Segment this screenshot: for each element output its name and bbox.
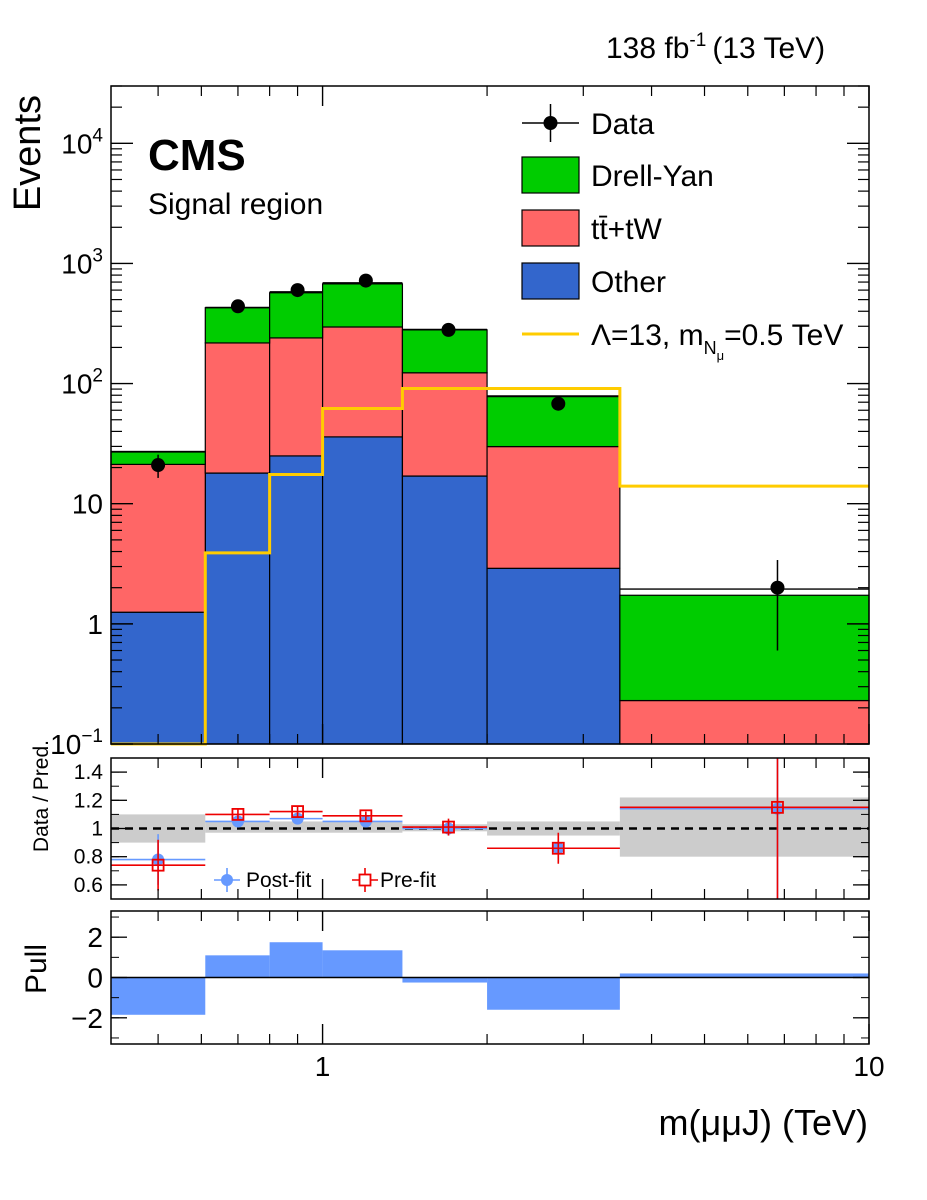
pull-bar-1	[205, 955, 270, 978]
prefit-marker-0	[151, 858, 165, 872]
x-tick-label: 10	[853, 1051, 884, 1082]
bar-tt-tw-6	[619, 699, 870, 745]
pull-bar-0	[111, 977, 206, 1015]
ratio-y-tick-label: 0.6	[74, 874, 103, 897]
uncertainty-band-4	[619, 797, 869, 857]
signal-line	[111, 387, 869, 746]
postfit-marker-1	[231, 815, 244, 828]
ratio-y-axis-title: Data / Pred.	[30, 740, 53, 852]
bar-tt-tw-1	[204, 342, 271, 474]
y-tick-label: 1	[87, 609, 103, 640]
pull-bar-6	[619, 973, 869, 978]
pull-y-tick-label: −2	[71, 1003, 103, 1034]
bar-other-5	[486, 567, 621, 745]
data-point-2	[290, 283, 305, 298]
data-point-4	[441, 322, 456, 337]
pull-bar-2	[269, 942, 323, 978]
pull-panel-content	[111, 942, 869, 1015]
cms-label: CMS	[148, 131, 246, 180]
legend-other-label: Other	[591, 266, 666, 299]
legend-signal-label: Λ=13, mNμ=0.5 TeV	[591, 319, 843, 363]
pull-bar-4	[402, 977, 488, 983]
ratio-y-tick-label: 1.4	[74, 761, 104, 784]
data-point-6	[770, 580, 785, 595]
y-tick-label: 10	[72, 489, 103, 520]
legend-drell-yan-swatch	[521, 156, 580, 194]
prefit-marker-5	[551, 841, 565, 855]
postfit-marker-2	[291, 812, 304, 825]
bar-other-1	[204, 472, 271, 745]
y-tick-label: 10−1	[50, 726, 103, 760]
bar-drell-yan-6	[619, 594, 870, 702]
pull-bar-5	[487, 977, 620, 1010]
pull-bar-3	[322, 950, 403, 978]
pull-y-axis-title: Pull	[20, 944, 53, 994]
legend-tt-tw-swatch	[521, 209, 580, 247]
region-label: Signal region	[148, 188, 323, 221]
pull-y-tick-label: 0	[87, 963, 103, 994]
stacked-histogram	[110, 282, 870, 745]
bar-other-4	[401, 475, 488, 745]
bar-tt-tw-0	[110, 463, 206, 613]
data-point-5	[551, 396, 566, 411]
bar-other-3	[321, 436, 404, 745]
prefit-marker-1	[231, 808, 245, 821]
legend-prefit-label: Pre-fit	[380, 869, 436, 892]
bar-drell-yan-3	[321, 283, 404, 328]
bar-other-2	[269, 455, 324, 745]
legend-other-swatch	[521, 262, 580, 300]
bar-tt-tw-5	[486, 445, 621, 569]
ratio-panel-content	[111, 758, 869, 899]
ratio-y-tick-label: 1	[91, 818, 103, 841]
lumi-label: 138 fb-1 (13 TeV)	[606, 30, 825, 65]
main-legend: Data Drell-Yan tt̄+tW Other Λ=13, mNμ=0.5 Te…	[521, 104, 843, 363]
ratio-y-tick-label: 1.2	[74, 789, 103, 812]
axes: 1 10 10−1 1 10 102 103 104 0.6 0.8 1 1.2 1.4 −2 0 2	[50, 85, 885, 1082]
legend-data-label: Data	[591, 108, 655, 141]
legend-postfit-label: Post-fit	[246, 869, 312, 892]
data-point-1	[230, 299, 245, 314]
bar-tt-tw-3	[321, 326, 404, 438]
legend-tt-tw-label: tt̄+tW	[591, 213, 663, 246]
bar-drell-yan-4	[401, 329, 488, 374]
legend-prefit-marker	[358, 873, 372, 887]
y-tick-label: 104	[61, 125, 103, 159]
legend-drell-yan-label: Drell-Yan	[591, 160, 714, 193]
legend-postfit-marker	[221, 874, 233, 886]
legend-data-marker	[543, 116, 558, 130]
main-frame	[110, 85, 870, 745]
x-tick-label: 1	[315, 1051, 331, 1082]
bar-tt-tw-2	[269, 337, 324, 457]
y-tick-label: 103	[61, 245, 103, 279]
ratio-y-tick-label: 0.8	[74, 846, 103, 869]
data-point-3	[358, 273, 373, 288]
prefit-marker-6	[771, 800, 784, 814]
signal-step-line	[111, 387, 869, 746]
prefit-marker-2	[291, 805, 304, 818]
bar-drell-yan-2	[269, 292, 324, 339]
bar-other-0	[110, 611, 206, 745]
data-points	[151, 273, 785, 651]
data-point-0	[151, 458, 166, 473]
prefit-marker-3	[359, 809, 373, 823]
uncertainty-band-1	[205, 821, 403, 833]
uncertainty-band-3	[487, 821, 620, 836]
y-tick-label: 102	[61, 366, 103, 400]
x-axis-title: m(μμJ) (TeV)	[659, 1102, 868, 1143]
prefit-marker-4	[442, 820, 455, 834]
pull-y-tick-label: 2	[87, 922, 103, 953]
main-y-axis-title: Events	[7, 95, 49, 211]
ratio-legend: Post-fit Pre-fit	[214, 868, 436, 892]
